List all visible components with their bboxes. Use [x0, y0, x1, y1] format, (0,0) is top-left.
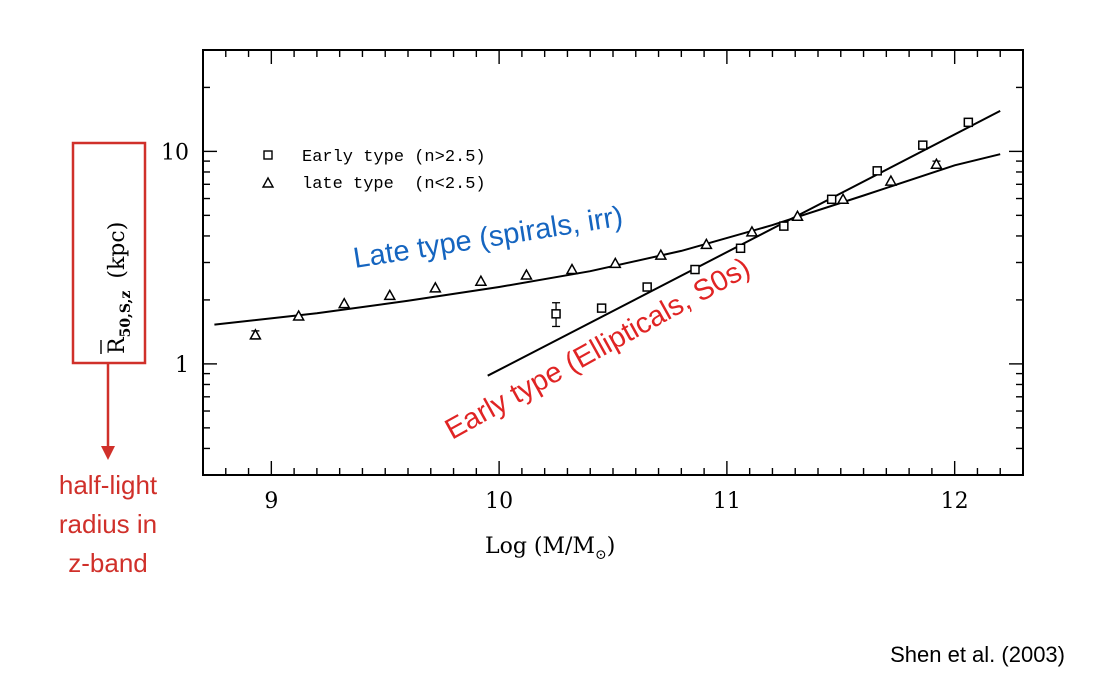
y-tick-label: 1 [175, 353, 189, 378]
late-type-point [249, 328, 262, 340]
late-type-point [474, 274, 488, 286]
late-type-point [429, 281, 442, 293]
late-type-point [884, 174, 898, 186]
early-type-fit [487, 110, 1001, 377]
major-ticks [203, 50, 1023, 475]
late-type-annotation: Late type (spirals, irr) [351, 201, 625, 275]
legend-marker-square [263, 150, 273, 160]
callout-line-1: half-light [59, 470, 158, 500]
callout-box [71, 141, 147, 365]
y-axis-label-unit: (kpc) [105, 222, 130, 279]
fit-lines [214, 110, 1001, 377]
late-type-point [745, 225, 759, 237]
legend-label-early: Early type (n>2.5) [302, 148, 486, 167]
x-axis-label-close: ) [607, 534, 616, 559]
y-axis-label-main: R [105, 336, 130, 354]
x-axis-label-main: Log (M/M [485, 534, 595, 559]
y-axis-label-sub: 50,S,z [118, 291, 134, 338]
x-tick-label: 12 [941, 489, 969, 514]
legend-marker-triangle [261, 176, 275, 188]
early-type-point [918, 140, 928, 150]
y-tick-label: 10 [161, 140, 189, 165]
early-type-point [826, 194, 837, 205]
citation: Shen et al. (2003) [890, 642, 1065, 667]
minor-ticks [202, 49, 1024, 476]
data-points [249, 117, 974, 340]
x-tick-labels: 9 10 11 12 [264, 489, 968, 514]
late-type-point [609, 256, 622, 269]
x-tick-label: 11 [713, 489, 741, 514]
early-type-point [735, 243, 746, 254]
y-axis-label-text: R50,S,z (kpc) [105, 222, 134, 354]
callout-line-2: radius in [59, 509, 157, 539]
late-type-point [654, 248, 668, 260]
legend: Early type (n>2.5) late type (n<2.5) [261, 148, 486, 194]
y-axis-label: R50,S,z (kpc) [100, 222, 134, 354]
early-type-point [963, 117, 974, 128]
callout-arrow-head [101, 446, 115, 460]
late-type-point [565, 262, 579, 275]
early-type-annotation: Early type (Ellipticals, S0s) [440, 252, 756, 446]
late-type-point [337, 297, 351, 309]
legend-label-late: late type (n<2.5) [302, 175, 486, 194]
early-type-point [690, 264, 700, 275]
late-type-fit [214, 153, 1001, 326]
late-type-point [292, 309, 305, 321]
late-type-point [383, 288, 397, 301]
x-axis-label: Log (M/M⊙) [485, 534, 615, 563]
late-type-point [836, 192, 850, 205]
x-tick-label: 10 [485, 489, 513, 514]
late-type-point [930, 157, 943, 169]
x-axis-label-sub: ⊙ [595, 547, 607, 563]
late-type-point [520, 268, 533, 280]
y-tick-labels: 1 10 [161, 140, 189, 378]
x-tick-label: 9 [264, 489, 278, 514]
callout-line-3: z-band [68, 548, 148, 578]
late-type-point [700, 237, 713, 250]
early-type-point [872, 166, 882, 176]
early-type-point [551, 309, 561, 319]
early-type-point [596, 303, 607, 313]
early-type-point [779, 221, 789, 231]
early-type-point [642, 282, 652, 292]
late-type-point [791, 209, 804, 222]
